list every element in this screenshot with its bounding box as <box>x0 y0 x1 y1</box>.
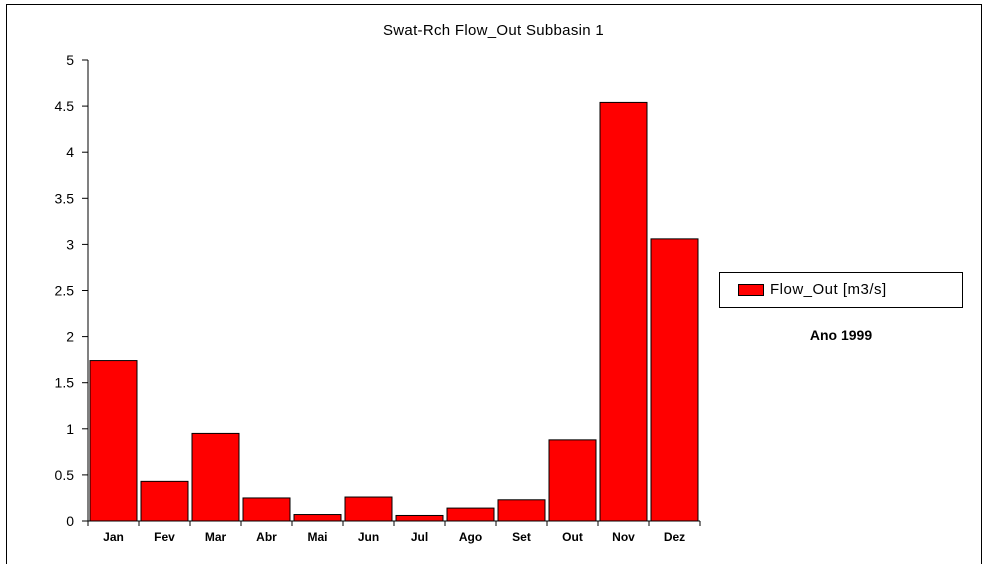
x-tick-label-abr: Abr <box>256 530 277 544</box>
x-tick-label-jul: Jul <box>411 530 428 544</box>
y-tick-label: 4.5 <box>55 98 75 114</box>
x-tick-label-nov: Nov <box>612 530 635 544</box>
bar-fev <box>140 480 189 522</box>
bars-group <box>89 101 699 522</box>
chart-title: Swat-Rch Flow_Out Subbasin 1 <box>383 22 604 39</box>
bar-ago <box>446 507 495 522</box>
x-tick-label-jun: Jun <box>358 530 379 544</box>
y-tick-label: 3 <box>66 236 74 252</box>
legend-swatch <box>738 284 764 296</box>
y-tick-label: 4 <box>66 144 74 160</box>
y-tick-label: 3.5 <box>55 190 75 206</box>
year-annotation: Ano 1999 <box>809 327 873 343</box>
x-tick-label-set: Set <box>512 530 531 544</box>
bar-out <box>548 439 597 522</box>
bar-jan <box>89 360 138 522</box>
x-tick-label-jan: Jan <box>103 530 124 544</box>
legend-label: Flow_Out [m3/s] <box>770 281 887 298</box>
bar-jun <box>344 496 393 522</box>
bar-dez <box>650 238 699 522</box>
y-tick-label: 0.5 <box>55 467 75 483</box>
x-tick-label-ago: Ago <box>459 530 482 544</box>
bar-mar <box>191 432 240 522</box>
x-tick-label-dez: Dez <box>664 530 685 544</box>
bar-mai <box>293 514 342 522</box>
y-tick-label: 2.5 <box>55 283 75 299</box>
y-tick-label: 0 <box>66 513 74 529</box>
bar-jul <box>395 514 444 522</box>
x-tick-label-mai: Mai <box>307 530 327 544</box>
bar-abr <box>242 497 291 522</box>
x-tick-label-out: Out <box>562 530 583 544</box>
bar-nov <box>599 101 648 522</box>
legend: Flow_Out [m3/s] <box>719 272 963 308</box>
x-tick-label-mar: Mar <box>205 530 227 544</box>
y-tick-label: 2 <box>66 329 74 345</box>
x-tick-label-fev: Fev <box>154 530 175 544</box>
y-tick-label: 5 <box>66 52 74 68</box>
y-tick-label: 1.5 <box>55 375 75 391</box>
axes-group: 0 0.5 1 1.5 2 2.5 3 3.5 4 4.5 5 Jan Fev Mar Abr Mai Jun J… <box>55 52 701 544</box>
y-tick-label: 1 <box>66 421 74 437</box>
bar-set <box>497 499 546 522</box>
